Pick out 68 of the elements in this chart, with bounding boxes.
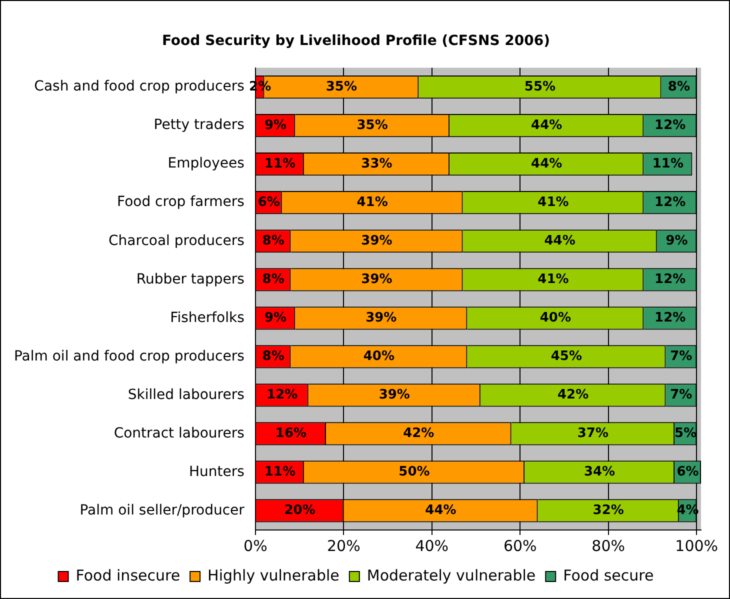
- data-label: 32%: [592, 503, 624, 518]
- data-label: 41%: [538, 194, 569, 210]
- data-label: 12%: [654, 118, 686, 133]
- data-label: 41%: [356, 194, 388, 210]
- y-tick-label: Fisherfolks: [170, 310, 244, 326]
- data-label: 40%: [363, 349, 395, 364]
- data-label: 39%: [366, 310, 397, 326]
- data-label: 42%: [558, 388, 589, 403]
- y-tick-label: Cash and food crop producers: [34, 78, 244, 95]
- x-tick-label: 80%: [592, 536, 626, 555]
- data-label: 8%: [668, 79, 690, 94]
- x-tick-label: 0%: [244, 536, 268, 555]
- data-label: 12%: [654, 310, 686, 326]
- data-label: 6%: [676, 464, 699, 480]
- data-label: 6%: [258, 194, 280, 210]
- data-label: 44%: [531, 118, 562, 133]
- chart-title: Food Security by Livelihood Profile (CFSNS 2006): [162, 33, 550, 50]
- y-tick-label: Hunters: [188, 464, 244, 480]
- data-label: 44%: [544, 234, 576, 248]
- y-tick-label: Palm oil seller/producer: [80, 502, 245, 518]
- data-label: 12%: [654, 272, 686, 288]
- data-label: 20%: [284, 503, 316, 518]
- x-tick-label: 20%: [326, 536, 360, 555]
- data-label: 37%: [577, 426, 608, 442]
- data-label: 9%: [666, 234, 688, 248]
- data-label: 39%: [378, 388, 410, 403]
- data-label: 35%: [326, 79, 358, 94]
- data-label: 9%: [264, 118, 287, 133]
- data-label: 33%: [361, 156, 392, 172]
- data-label: 40%: [540, 310, 571, 326]
- data-label: 12%: [654, 194, 686, 210]
- legend-label: Highly vulnerable: [208, 566, 340, 584]
- data-label: 8%: [262, 349, 284, 364]
- x-tick-label: 40%: [415, 536, 449, 555]
- legend-label: Moderately vulnerable: [366, 566, 536, 584]
- y-tick-label: Skilled labourers: [128, 386, 244, 403]
- data-label: 8%: [262, 234, 284, 248]
- data-label: 8%: [262, 272, 284, 288]
- data-label: 35%: [356, 118, 388, 133]
- data-label: 42%: [403, 426, 434, 442]
- data-label: 7%: [670, 388, 692, 403]
- data-label: 39%: [361, 234, 392, 248]
- y-tick-label: Food crop farmers: [117, 194, 244, 210]
- data-label: 45%: [550, 349, 582, 364]
- data-label: 11%: [264, 464, 296, 480]
- legend-label: Food insecure: [76, 566, 180, 584]
- data-label: 12%: [266, 388, 298, 403]
- data-label: 16%: [275, 426, 307, 442]
- data-label: 11%: [652, 156, 684, 172]
- data-label: 11%: [264, 156, 296, 172]
- data-label: 39%: [361, 272, 392, 288]
- y-tick-label: Employees: [168, 156, 244, 172]
- x-tick-label: 60%: [503, 536, 537, 555]
- data-label: 44%: [531, 156, 562, 172]
- data-label: 41%: [538, 272, 569, 288]
- y-tick-label: Contract labourers: [114, 425, 244, 442]
- x-tick-label: 100%: [675, 536, 718, 555]
- y-tick-label: Palm oil and food crop producers: [14, 348, 244, 364]
- data-label: 55%: [524, 79, 556, 94]
- data-label: 34%: [584, 464, 616, 480]
- legend-label: Food secure: [563, 566, 654, 584]
- data-label: 9%: [264, 310, 287, 326]
- data-label: 44%: [425, 503, 456, 518]
- data-label: 7%: [670, 349, 692, 364]
- y-tick-label: Petty traders: [154, 117, 244, 134]
- y-tick-label: Charcoal producers: [108, 232, 244, 249]
- data-label: 50%: [398, 464, 430, 480]
- y-tick-label: Rubber tappers: [136, 271, 244, 288]
